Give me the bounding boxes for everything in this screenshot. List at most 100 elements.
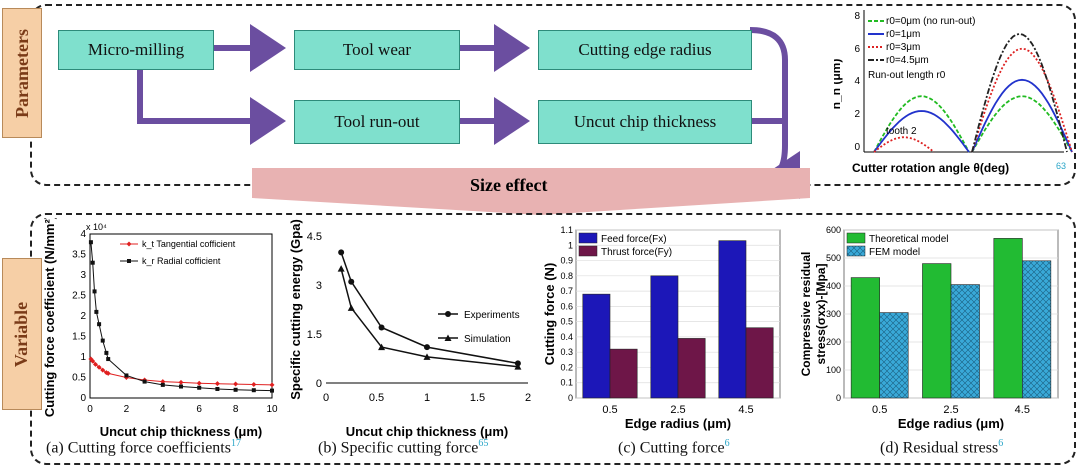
legend-label: Simulation bbox=[464, 334, 511, 345]
x-tick-label: 4.5 bbox=[738, 404, 753, 416]
x-tick-label: 4.5 bbox=[1015, 404, 1030, 416]
tool-wear-box: Tool wear bbox=[294, 30, 460, 70]
data-point bbox=[233, 381, 239, 387]
data-point bbox=[514, 363, 522, 370]
legend-swatch bbox=[846, 232, 866, 244]
y-tick-label: 0.1 bbox=[560, 378, 573, 388]
data-point bbox=[179, 384, 183, 389]
legend-swatch bbox=[846, 245, 866, 257]
bar-feed-force-fx- bbox=[718, 240, 747, 399]
data-point bbox=[96, 364, 102, 370]
runout-legend-0: r0=0μm (no run-out) bbox=[886, 16, 975, 27]
y-tick-label: 600 bbox=[826, 225, 841, 235]
y-tick-label: 4.5 bbox=[307, 231, 322, 243]
data-point bbox=[347, 304, 355, 311]
runout-curve-0 bbox=[873, 95, 1073, 153]
runout-ytick: 6 bbox=[854, 44, 860, 55]
legend-swatch bbox=[578, 232, 598, 244]
y-tick-label: 0.7 bbox=[560, 286, 573, 296]
legend-label: k_r Radial cofficient bbox=[142, 256, 221, 266]
data-point bbox=[90, 358, 96, 364]
data-point bbox=[92, 289, 97, 294]
legend-marker bbox=[127, 259, 131, 263]
data-point bbox=[104, 350, 109, 355]
arrow-mm-down bbox=[137, 68, 286, 145]
y-axis-label: Specific cutting energy (Gpa) bbox=[288, 219, 303, 400]
data-point bbox=[106, 357, 111, 362]
x-tick-label: 2 bbox=[525, 392, 531, 404]
runout-chart: 8 6 4 2 0 h_n (μm) Cutter rotation angle… bbox=[834, 10, 1073, 175]
x-tick-label: 2.5 bbox=[670, 404, 685, 416]
legend-label: k_t Tangential cofficient bbox=[142, 239, 236, 249]
y-axis-label-line: Compressive residual bbox=[800, 252, 813, 377]
caption-c-ref: 6 bbox=[724, 438, 730, 449]
legend-label: Experiments bbox=[464, 310, 520, 321]
y-tick-label: 3 bbox=[316, 280, 322, 292]
caption-d-ref: 6 bbox=[998, 438, 1004, 449]
data-point bbox=[424, 344, 430, 351]
caption-c-text: (c) Cutting force bbox=[618, 439, 725, 457]
runout-legend-3: r0=4.5μm bbox=[886, 55, 929, 66]
x-tick-label: 2 bbox=[124, 404, 130, 415]
runout-legend-1: r0=1μm bbox=[886, 29, 920, 40]
legend-label: Thrust force(Fy) bbox=[601, 247, 672, 258]
legend-label: Feed force(Fx) bbox=[601, 234, 667, 245]
y-tick-label: 100 bbox=[826, 365, 841, 375]
y-tick-label: 2 bbox=[80, 311, 86, 322]
chart-d: 0 100 200 300 400 500 600 0.5 2.5 4.5 Theoretical … bbox=[800, 225, 1059, 431]
bar-feed-force-fx- bbox=[650, 275, 679, 399]
runout-curve-2 bbox=[873, 47, 1073, 153]
runout-annotation: Run-out length r0 bbox=[868, 70, 946, 81]
chart-b: 0 1.5 3 4.5 0 0.5 1 1.5 2 Specific cutting energy… bbox=[288, 219, 531, 439]
caption-b-text: (b) Specific cutting force bbox=[318, 439, 479, 457]
data-point bbox=[233, 387, 238, 392]
runout-curve-1 bbox=[873, 78, 1073, 153]
plot-frame bbox=[89, 233, 273, 399]
legend-swatch bbox=[578, 245, 598, 257]
runout-ytick: 0 bbox=[854, 142, 860, 153]
runout-ytick: 8 bbox=[854, 11, 860, 22]
data-point bbox=[214, 381, 220, 387]
data-point bbox=[160, 379, 166, 385]
x-tick-label: 1 bbox=[424, 392, 430, 404]
data-point bbox=[88, 240, 93, 245]
arrow-radius-to-sizeeffect bbox=[749, 27, 801, 199]
y-tick-label: 0.6 bbox=[560, 301, 573, 311]
caption-c: (c) Cutting force6 bbox=[618, 438, 730, 457]
x-axis-label: Uncut chip thickness (μm) bbox=[100, 424, 263, 439]
multiplier-label: x 10⁴ bbox=[86, 222, 107, 232]
caption-a-ref: 17 bbox=[230, 438, 241, 449]
caption-b-ref: 65 bbox=[478, 438, 489, 449]
legend-marker bbox=[126, 241, 132, 247]
data-point bbox=[378, 324, 385, 331]
y-tick-label: 0.8 bbox=[560, 271, 573, 281]
data-point bbox=[103, 370, 109, 376]
y-tick-label: 0 bbox=[80, 393, 86, 404]
uncut-chip-thickness-box: Uncut chip thickness bbox=[538, 100, 752, 144]
bar-fem-model bbox=[879, 312, 909, 399]
x-tick-label: 4 bbox=[160, 404, 166, 415]
y-tick-label: 1.5 bbox=[307, 329, 322, 341]
data-point bbox=[160, 382, 165, 387]
y-tick-label: 3.5 bbox=[72, 250, 86, 261]
bar-thrust-force-fy- bbox=[609, 348, 638, 399]
x-axis-label: Uncut chip thickness (μm) bbox=[346, 424, 509, 439]
data-point bbox=[338, 249, 345, 256]
data-point bbox=[92, 361, 98, 367]
data-point bbox=[94, 309, 99, 314]
y-tick-label: 1 bbox=[568, 240, 573, 250]
caption-d-text: (d) Residual stress bbox=[880, 439, 999, 457]
x-tick-label: 0 bbox=[323, 392, 329, 404]
size-effect-arrow bbox=[252, 168, 810, 215]
bar-fem-model bbox=[950, 284, 980, 399]
y-tick-label: 0.5 bbox=[72, 373, 86, 384]
x-axis-label: Edge radius (μm) bbox=[625, 416, 731, 431]
chart-c: 0 0.1 0.2 0.3 0.4 0.5 0.6 0.7 0.8 0.9 1 1.1 0.5 2.5 4.… bbox=[542, 225, 781, 431]
legend-label: Theoretical model bbox=[869, 234, 948, 245]
runout-legend-2: r0=3μm bbox=[886, 42, 920, 53]
y-tick-label: 0 bbox=[836, 393, 841, 403]
data-point bbox=[269, 382, 275, 388]
x-axis-label: Edge radius (μm) bbox=[898, 416, 1004, 431]
x-tick-label: 6 bbox=[196, 404, 202, 415]
